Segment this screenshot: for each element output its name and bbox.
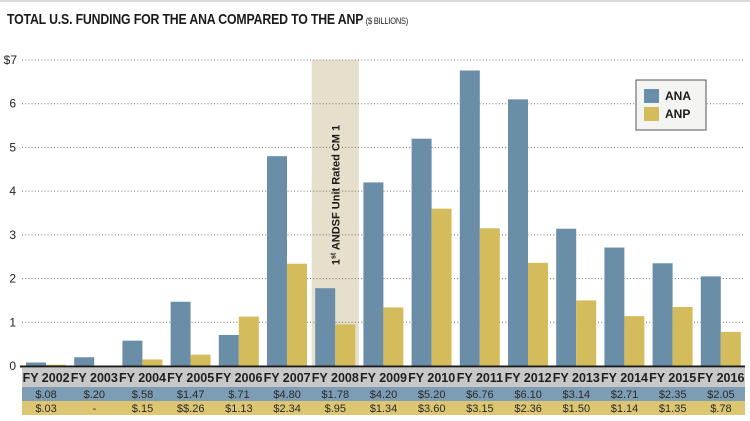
data-label-anp: $1.14 xyxy=(611,403,639,415)
table-header-row xyxy=(22,368,745,387)
data-label-anp: $3.60 xyxy=(418,403,446,415)
data-label-anp: $.95 xyxy=(325,403,346,415)
data-label-anp: $.03 xyxy=(35,403,56,415)
data-label-ana: $.58 xyxy=(132,389,153,401)
bar-ana xyxy=(556,228,577,366)
data-label-ana: $3.14 xyxy=(563,389,591,401)
data-label-anp: $1.13 xyxy=(225,403,253,415)
data-label-anp: $1.35 xyxy=(659,403,687,415)
x-category-label: FY 2006 xyxy=(215,371,262,385)
chart-title-text: TOTAL U.S. FUNDING FOR THE ANA COMPARED … xyxy=(7,11,364,28)
data-label-ana: $2.05 xyxy=(707,389,735,401)
y-tick-label: 1 xyxy=(9,315,16,329)
data-label-ana: $.20 xyxy=(84,389,105,401)
x-category-label: FY 2010 xyxy=(408,371,455,385)
bar-ana xyxy=(170,301,191,366)
data-label-ana: $.08 xyxy=(35,389,56,401)
data-label-anp: $1.34 xyxy=(370,403,398,415)
bar-anp xyxy=(720,331,741,366)
data-label-anp: $3.15 xyxy=(466,403,494,415)
bar-anp xyxy=(287,263,307,366)
data-label-anp: $2.36 xyxy=(514,403,542,415)
annotation-label: 1st ANDSF Unit Rated CM 1 xyxy=(330,125,342,265)
bar-anp xyxy=(431,208,452,366)
data-label-anp: - xyxy=(92,403,96,415)
data-label-ana: $2.71 xyxy=(611,389,639,401)
data-label-anp: $.15 xyxy=(132,403,153,415)
y-tick-label: $7 xyxy=(4,53,18,67)
bar-ana xyxy=(604,247,625,366)
y-tick-label: 3 xyxy=(9,228,16,242)
x-category-label: FY 2015 xyxy=(649,371,696,385)
y-tick-label: 6 xyxy=(9,97,16,111)
legend-label-ana: ANA xyxy=(665,89,691,103)
bar-anp xyxy=(479,228,500,366)
bar-ana xyxy=(74,357,95,366)
x-category-label: FY 2016 xyxy=(697,371,744,385)
bar-ana xyxy=(652,263,673,366)
data-label-ana: $1.47 xyxy=(177,389,205,401)
x-category-label: FY 2004 xyxy=(119,371,166,385)
legend-swatch-anp xyxy=(644,107,659,121)
bar-anp xyxy=(576,300,597,366)
bar-anp xyxy=(624,316,645,366)
data-label-anp: $$.26 xyxy=(177,403,205,415)
bar-anp xyxy=(335,324,356,366)
table-anp-row xyxy=(22,401,745,415)
x-category-label: FY 2014 xyxy=(601,371,648,385)
legend-label-anp: ANP xyxy=(665,107,690,121)
data-label-anp: $2.34 xyxy=(273,403,301,415)
data-label-ana: $.71 xyxy=(228,389,249,401)
bar-ana xyxy=(459,70,480,367)
data-label-anp: $.78 xyxy=(710,403,731,415)
chart-title-unit: ($ BILLIONS) xyxy=(365,16,409,26)
top-rule xyxy=(0,0,750,2)
x-category-label: FY 2008 xyxy=(312,371,359,385)
x-category-label: FY 2003 xyxy=(71,371,118,385)
bar-anp xyxy=(142,359,163,366)
legend-swatch-ana xyxy=(644,89,659,103)
bar-ana xyxy=(26,362,46,366)
bar-anp xyxy=(46,364,66,366)
bar-anp xyxy=(238,316,259,366)
data-label-ana: $6.10 xyxy=(514,389,542,401)
data-label-ana: $5.20 xyxy=(418,389,446,401)
legend-box xyxy=(635,79,707,131)
x-category-label: FY 2002 xyxy=(23,371,70,385)
table-ana-row xyxy=(22,387,745,401)
bar-anp xyxy=(672,306,693,366)
data-label-ana: $2.35 xyxy=(659,389,687,401)
data-label-ana: $6.76 xyxy=(466,389,494,401)
bar-ana xyxy=(267,156,287,366)
data-label-ana: $1.78 xyxy=(322,389,350,401)
y-tick-label: 0 xyxy=(9,359,16,373)
bar-ana xyxy=(700,276,721,366)
y-tick-label: 5 xyxy=(9,140,16,154)
bar-ana xyxy=(122,340,143,366)
bar-anp xyxy=(383,307,404,366)
data-label-ana: $4.80 xyxy=(273,389,301,401)
bar-anp xyxy=(528,262,548,366)
bar-ana xyxy=(363,182,384,366)
data-label-ana: $4.20 xyxy=(370,389,398,401)
x-category-label: FY 2012 xyxy=(505,371,552,385)
y-tick-label: 2 xyxy=(9,272,16,286)
x-category-label: FY 2007 xyxy=(264,371,311,385)
bar-ana xyxy=(411,138,432,366)
bar-ana xyxy=(218,334,239,366)
chart-title: TOTAL U.S. FUNDING FOR THE ANA COMPARED … xyxy=(7,11,408,28)
y-tick-label: 4 xyxy=(9,184,16,198)
bar-ana xyxy=(508,99,528,366)
bar-ana xyxy=(315,288,336,366)
bar-anp xyxy=(190,354,211,366)
x-category-label: FY 2013 xyxy=(553,371,600,385)
x-category-label: FY 2011 xyxy=(457,371,503,385)
x-category-label: FY 2009 xyxy=(360,371,407,385)
data-label-anp: $1.50 xyxy=(563,403,591,415)
x-category-label: FY 2005 xyxy=(167,371,214,385)
